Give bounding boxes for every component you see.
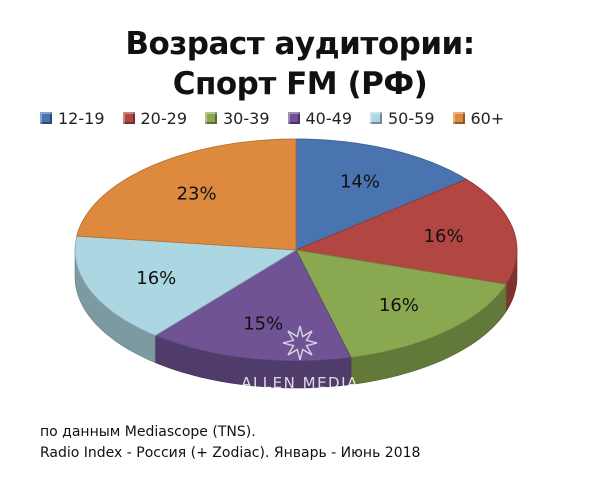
- pie-slice-50-59: [74, 235, 298, 336]
- legend-label: 12-19: [58, 108, 105, 128]
- source-line-2: Radio Index - Россия (+ Zodiac). Январь …: [40, 445, 421, 461]
- legend-swatch: [452, 112, 465, 124]
- legend-label: 30-39: [223, 108, 270, 128]
- legend-label: 20-29: [140, 108, 188, 128]
- watermark: ALLEN MEDIA: [241, 325, 359, 392]
- source-line-1: по данным Mediascope (TNS).: [40, 424, 256, 440]
- pie-label-40-49: 15%: [243, 314, 283, 335]
- legend-item-50-59: 50-59: [370, 109, 435, 128]
- pie-label-12-19: 14%: [340, 172, 380, 193]
- legend-item-30-39: 30-39: [205, 109, 270, 128]
- legend-item-60+: 60+: [452, 108, 505, 128]
- pie-label-30-39: 16%: [379, 295, 419, 316]
- pie-label-60+: 23%: [177, 183, 217, 204]
- chart-legend: 12-19 20-29 30-39 40-49 50-59 60+: [40, 106, 580, 130]
- legend-item-20-29: 20-29: [122, 108, 188, 128]
- pie-label-20-29: 16%: [424, 226, 464, 247]
- legend-item-12-19: 12-19: [40, 109, 105, 128]
- pie-top-faces: [74, 138, 518, 362]
- star-burst-icon: [282, 325, 318, 361]
- legend-label: 50-59: [388, 108, 435, 128]
- watermark-text: ALLEN MEDIA: [241, 374, 359, 392]
- legend-item-40-49: 40-49: [287, 108, 353, 128]
- pie-slice-12-19: [295, 138, 468, 251]
- legend-swatch: [370, 112, 382, 124]
- legend-swatch: [287, 112, 300, 124]
- legend-swatch: [40, 112, 52, 124]
- pie-slice-20-29: [294, 178, 518, 285]
- legend-swatch: [205, 112, 217, 124]
- pie-label-50-59: 16%: [136, 268, 176, 289]
- pie-slice-60+: [76, 138, 297, 251]
- chart-title-line-1: Возраст аудитории:: [125, 26, 475, 62]
- pie-data-labels: 14% 16% 16% 15% 16% 23%: [136, 172, 463, 335]
- legend-label: 40-49: [305, 108, 353, 128]
- legend-swatch: [122, 112, 135, 124]
- legend-label: 60+: [470, 108, 505, 128]
- pie-slice-30-39: [295, 249, 507, 358]
- chart-title-line-2: Спорт FM (РФ): [172, 66, 428, 102]
